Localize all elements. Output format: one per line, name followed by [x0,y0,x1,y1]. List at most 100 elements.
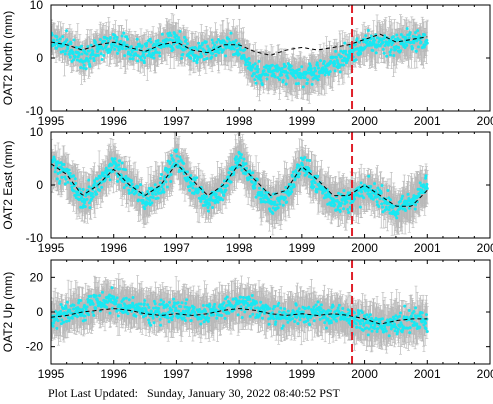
data-point [91,49,95,53]
data-point [200,54,204,58]
data-point [155,50,159,54]
data-point [256,67,260,71]
data-point [357,40,361,44]
data-point [346,58,350,62]
data-point [317,74,321,78]
data-point [223,41,227,45]
data-point [156,38,160,42]
data-point [262,69,266,73]
data-point [405,43,409,47]
plot-area [51,132,429,236]
data-point [117,48,121,52]
data-point [168,31,172,35]
data-point [374,51,378,55]
data-point [229,31,233,35]
error-bars [51,132,429,236]
data-point [259,78,263,82]
x-tick-label: 1996 [100,114,127,128]
data-point [316,63,320,67]
data-point [303,76,307,80]
data-point [168,38,172,42]
data-point [79,66,83,70]
data-point [265,77,269,81]
data-point [254,67,258,71]
data-point [354,58,358,62]
data-point [398,49,402,53]
data-point [333,62,337,66]
data-point [388,50,392,54]
data-point [299,76,303,80]
data-point [414,49,418,53]
data-point [389,48,393,52]
data-point [333,69,337,73]
data-point [131,57,135,61]
data-point [124,47,128,51]
data-point [280,67,284,71]
data-point [198,46,202,50]
data-point [391,35,395,39]
data-point [69,42,73,46]
data-point [136,54,140,58]
data-point [154,48,158,52]
data-point [349,49,353,53]
data-point [89,43,93,47]
x-tick-label: 1997 [163,114,190,128]
data-point [363,45,367,49]
data-point [381,47,385,51]
data-point [175,34,179,38]
y-tick-label: 10 [30,0,44,12]
data-point [202,57,206,61]
data-point [416,45,420,49]
data-point [286,76,290,80]
data-point [260,83,264,87]
data-point [321,66,325,70]
data-point [281,78,285,82]
data-point [227,37,231,41]
data-point [196,48,200,52]
data-point [402,42,406,46]
model-curve [51,33,428,56]
data-point [190,46,194,50]
data-point [106,39,110,43]
data-point [177,43,181,47]
data-point [93,40,97,44]
data-point [64,29,68,33]
data-point [395,33,399,37]
data-point [254,81,258,85]
data-point [422,45,426,49]
data-point [65,38,69,42]
data-point [216,37,220,41]
data-point [146,54,150,58]
data-point [398,38,402,42]
data-point [208,49,212,53]
data-point [195,60,199,64]
data-point [77,53,81,57]
data-point [68,55,72,59]
data-point [278,78,282,82]
data-point [135,48,139,52]
data-point [113,33,117,37]
data-point [195,58,199,62]
data-point [404,36,408,40]
data-point [327,72,331,76]
data-point [213,43,217,47]
data-point [108,50,112,54]
data-point [211,52,215,56]
data-point [306,78,310,82]
data-point [256,70,260,74]
data-point [103,39,107,43]
data-point [339,55,343,59]
data-point [160,32,164,36]
data-point [125,35,129,39]
data-point [284,82,288,86]
data-point [353,43,357,47]
data-point [399,33,403,37]
data-point [172,42,176,46]
data-point [423,43,427,47]
data-point [140,44,144,48]
data-point [204,40,208,44]
data-point [329,59,333,63]
data-point [275,69,279,73]
